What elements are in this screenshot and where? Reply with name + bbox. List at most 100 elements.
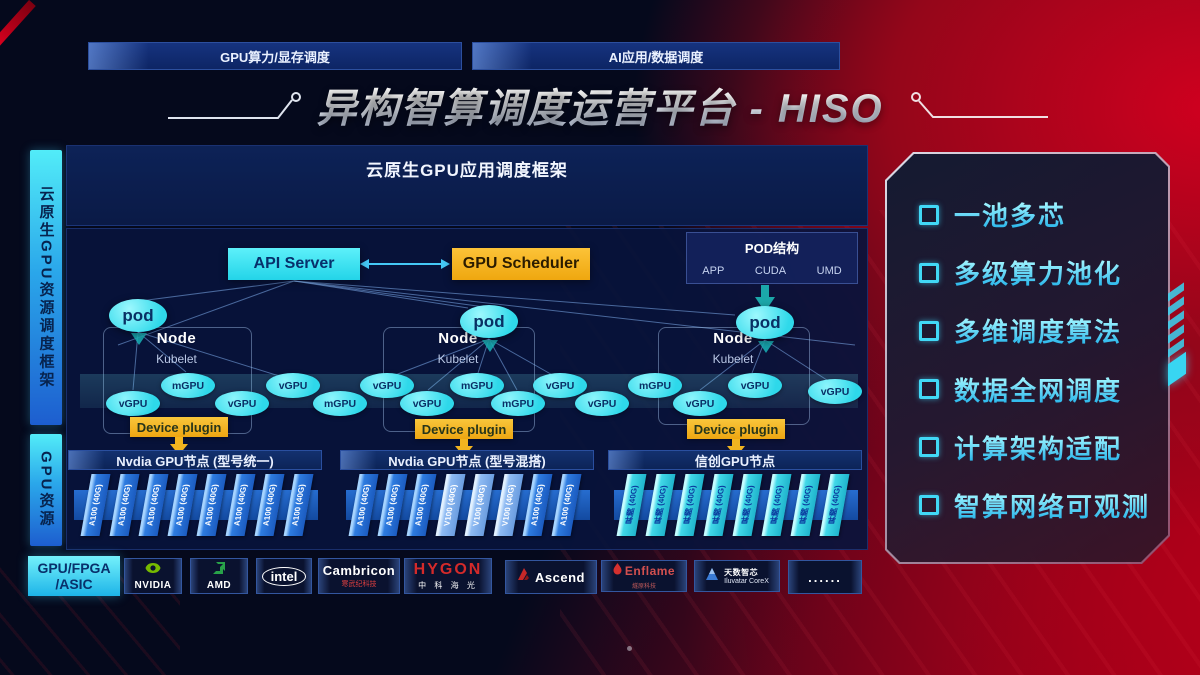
sidebar-top-text: 云原生GPU资源调度框架 (37, 185, 55, 390)
vendor-subtitle: Iluvatar CoreX (724, 578, 769, 585)
vendor-name: ...... (808, 569, 842, 585)
iluvatar-logo-icon (705, 567, 719, 585)
api-server-box: API Server (228, 248, 360, 280)
vendor-amd: AMD (190, 558, 248, 594)
vendor-nvidia: NVIDIA (124, 558, 182, 594)
pod-structure-title: POD结构 (744, 241, 800, 256)
page-title: 异构智算调度运营平台 - HISO (0, 76, 1200, 134)
node-3-label: Node (713, 330, 753, 347)
vendor-subtitle: 寒武纪科技 (341, 581, 377, 588)
ascend-logo-icon (517, 568, 530, 586)
feature-item: 数据全网调度 (919, 371, 1158, 408)
device-plugin-3: Device plugin (687, 419, 785, 439)
gpu-ellipse: mGPU (313, 391, 367, 416)
square-bullet-icon (919, 495, 939, 515)
pod-structure-box: POD结构 APP CUDA UMD (686, 232, 858, 284)
kubelet-3-label: Kubelet (712, 352, 754, 366)
gpu-node-bar-xinchuang: 信创GPU节点 (608, 450, 862, 470)
nvidia-logo-icon (144, 561, 162, 579)
vendor-enflame: Enflame 燧原科技 (601, 560, 687, 592)
feature-label: 多级算力池化 (954, 254, 1122, 291)
gpu-ellipse: vGPU (808, 379, 862, 404)
gpu-ellipse: vGPU (400, 391, 454, 416)
feature-item: 计算架构适配 (919, 429, 1158, 466)
vendor-cambricon: Cambricon 寒武纪科技 (318, 558, 400, 594)
vendor-name: AMD (206, 580, 232, 591)
node-1-label: Node (156, 330, 197, 347)
square-bullet-icon (919, 263, 939, 283)
device-plugin-arrowhead-1 (170, 444, 188, 455)
vendor-name: Ascend (535, 569, 585, 585)
feature-item: 智算网络可观测 (919, 487, 1158, 524)
device-plugin-arrow-2 (460, 439, 468, 446)
kubelet-1-label: Kubelet (156, 352, 197, 366)
pod-2: pod (460, 305, 518, 338)
vendor-name: Enflame (624, 564, 676, 578)
pod-layer-app: APP (702, 265, 725, 277)
vendor-iluvatar: 天数智芯 Iluvatar CoreX (694, 560, 780, 592)
category-line2: /ASIC (55, 576, 93, 592)
gpu-ellipse: vGPU (533, 373, 587, 398)
card-strip-1 (74, 490, 318, 520)
intel-logo-icon: intel (261, 566, 307, 586)
gpu-ellipse: vGPU (360, 373, 414, 398)
vendor-hygon: HYGON 中 科 海 光 (404, 558, 492, 594)
square-bullet-icon (919, 379, 939, 399)
pod-1: pod (109, 299, 167, 332)
category-line1: GPU/FPGA (37, 559, 111, 576)
vendor-subtitle: 中 科 海 光 (418, 581, 478, 590)
device-plugin-2: Device plugin (415, 419, 513, 439)
gpu-ellipse: vGPU (728, 373, 782, 398)
gpu-scheduler-box: GPU Scheduler (452, 248, 590, 280)
feature-label: 数据全网调度 (954, 371, 1122, 408)
framework-title: 云原生GPU应用调度框架 (366, 161, 568, 180)
feature-item: 一池多芯 (919, 196, 1158, 233)
feature-label: 计算架构适配 (954, 429, 1122, 466)
feature-panel: 一池多芯 多级算力池化 多维调度算法 数据全网调度 计算架构适配 智算网络可观测 (885, 152, 1170, 564)
device-plugin-arrow-3 (732, 439, 740, 446)
pod-3: pod (736, 306, 794, 339)
vendor-ascend: Ascend (505, 560, 597, 594)
framework-panel: 云原生GPU应用调度框架 (66, 145, 868, 226)
vendor-name: HYGON (413, 561, 483, 578)
vendor-name: 天数智芯 (724, 568, 759, 577)
sidebar-label-cloud-native-gpu: 云原生GPU资源调度框架 (30, 150, 62, 425)
sidebar-label-gpu-resources: GPU资源 (30, 434, 62, 546)
feature-panel-inner: 一池多芯 多级算力池化 多维调度算法 数据全网调度 计算架构适配 智算网络可观测 (887, 154, 1168, 562)
square-bullet-icon (919, 205, 939, 225)
gpu-ellipse: vGPU (106, 391, 160, 416)
gpu-node-bar-uniform: Nvdia GPU节点 (型号统一) (68, 450, 322, 470)
enflame-logo-icon (613, 562, 622, 580)
vendor-name: NVIDIA (134, 580, 172, 591)
feature-item: 多级算力池化 (919, 254, 1158, 291)
gpu-ellipse: mGPU (491, 391, 545, 416)
kubelet-2-label: Kubelet (437, 352, 479, 366)
gpu-ellipse: mGPU (628, 373, 682, 398)
feature-label: 一池多芯 (954, 196, 1066, 233)
gpu-ellipse: vGPU (575, 391, 629, 416)
sidebar-bottom-text: GPU资源 (37, 451, 55, 529)
node-2-label: Node (438, 330, 478, 347)
hardware-category-box: GPU/FPGA /ASIC (28, 556, 120, 596)
device-plugin-arrow-1 (175, 437, 183, 444)
feature-label: 智算网络可观测 (954, 487, 1150, 524)
square-bullet-icon (919, 437, 939, 457)
gpu-ellipse: mGPU (450, 373, 504, 398)
vendor-name: Cambricon (322, 563, 396, 578)
pod-layer-umd: UMD (816, 265, 842, 277)
vendor-others: ...... (788, 560, 862, 594)
vendor-subtitle: 燧原科技 (631, 584, 656, 590)
amd-logo-icon (213, 561, 225, 579)
feature-label: 多维调度算法 (954, 312, 1122, 349)
footer-dot-decoration (627, 646, 632, 651)
gpu-ellipse: mGPU (161, 373, 215, 398)
gpu-node-bar-mixed: Nvdia GPU节点 (型号混搭) (340, 450, 594, 470)
pill-ai-data-scheduling: AI应用/数据调度 (472, 42, 840, 70)
pod-layer-cuda: CUDA (754, 265, 787, 277)
pill-gpu-compute-scheduling: GPU算力/显存调度 (88, 42, 462, 70)
feature-item: 多维调度算法 (919, 312, 1158, 349)
hazard-stripes-decoration (1168, 282, 1190, 387)
gpu-ellipse: vGPU (215, 391, 269, 416)
device-plugin-1: Device plugin (130, 417, 228, 437)
